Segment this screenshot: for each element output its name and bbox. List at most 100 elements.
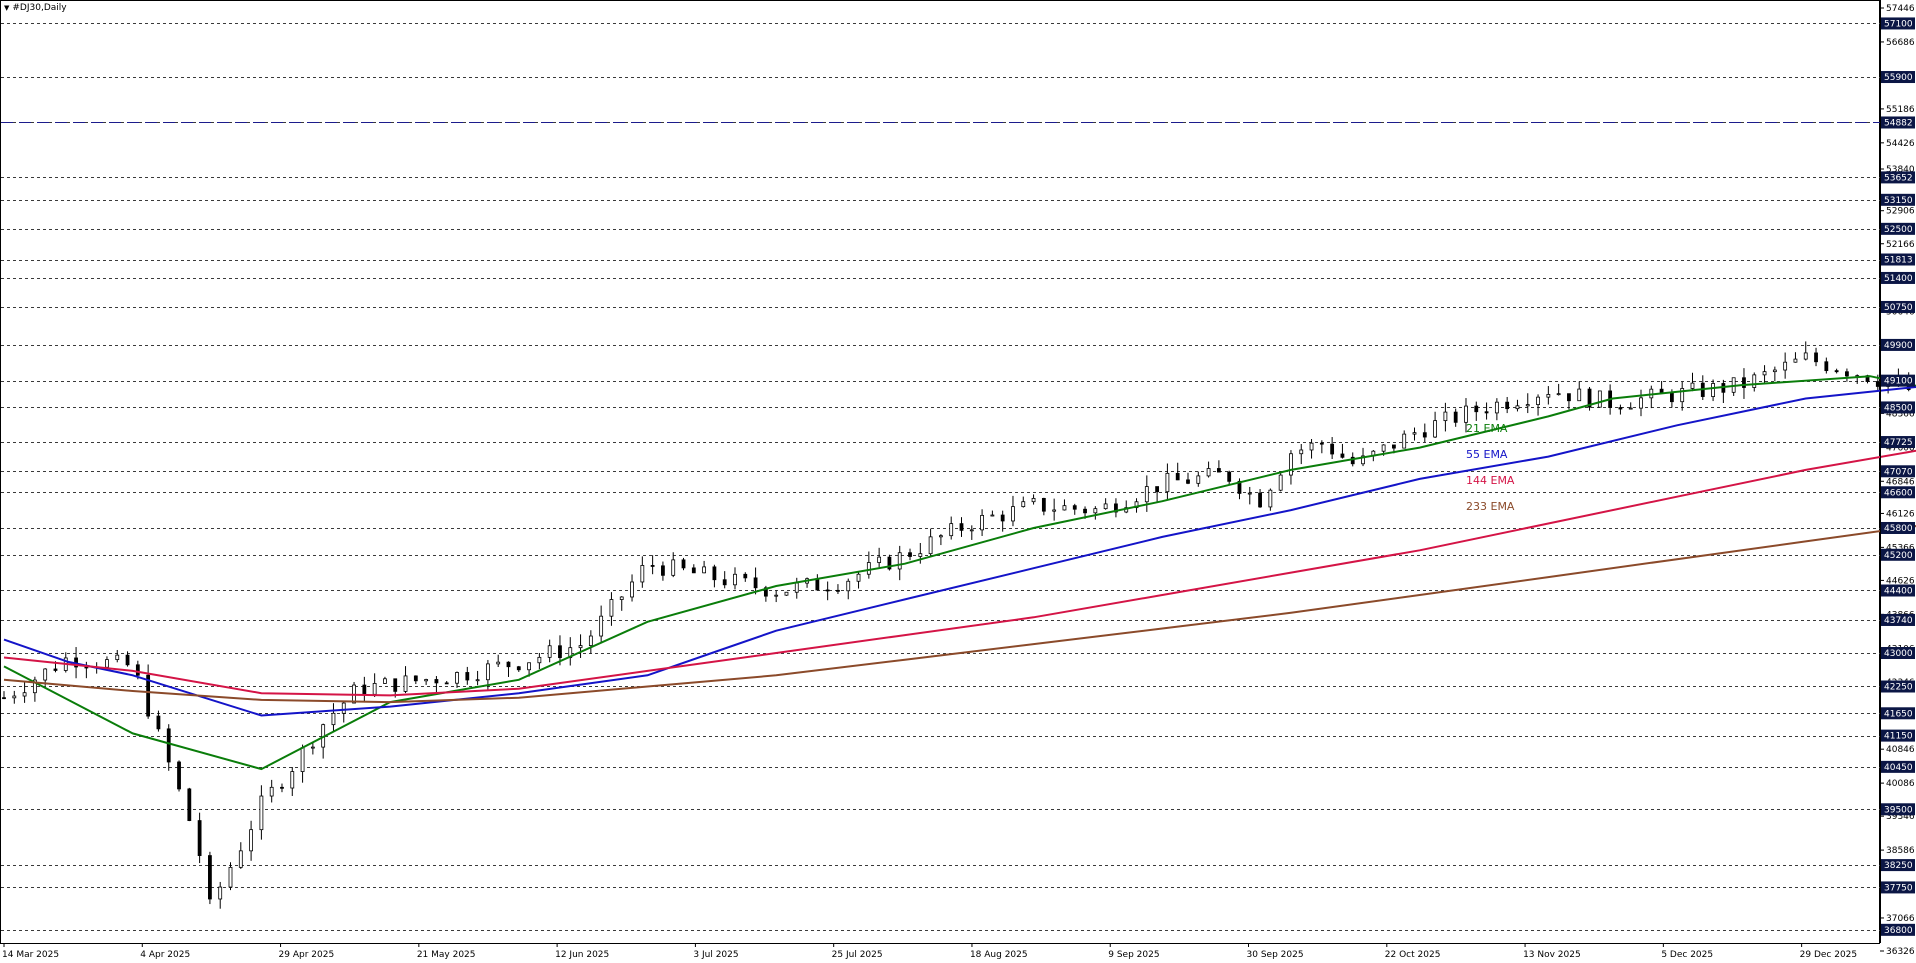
candle-body [1083,508,1087,514]
y-tick-label: 44626 [1886,576,1915,586]
triangle-down-icon[interactable]: ▼ [4,4,10,12]
candle-body [1041,497,1046,512]
candle-body [1062,505,1067,511]
candle-body [702,566,707,574]
candle-body [455,672,459,684]
candle-body [1752,374,1757,388]
candle-body [908,552,912,557]
legend-label: 144 EMA [1466,474,1515,487]
x-tick-label: 21 May 2025 [417,950,476,960]
candle-body [22,692,27,697]
level-price-box [1881,401,1915,414]
candle-body [1144,486,1149,503]
x-tick-label: 29 Apr 2025 [279,950,335,960]
candle-body [722,579,727,586]
candle-body [1309,442,1314,451]
level-price-box [1881,729,1915,742]
candle-body [1639,397,1643,409]
level-price-box [1881,521,1915,534]
level-price-label: 57100 [1884,19,1913,29]
candle-body [383,678,387,684]
candle-body [12,695,17,699]
candle-body [516,666,521,671]
level-price-label: 45800 [1884,524,1913,534]
candle-body [1525,404,1530,407]
level-price-box [1881,338,1915,351]
level-price-label: 51813 [1884,256,1913,266]
level-price-box [1881,271,1915,284]
level-price-box [1881,300,1915,313]
candle-body [310,746,315,749]
candle-body [1350,456,1355,465]
legend-label: 21 EMA [1466,422,1508,435]
candle-body [1422,432,1427,438]
level-price-label: 49100 [1884,377,1913,387]
candle-body [1299,449,1304,455]
level-price-label: 50750 [1884,303,1913,313]
y-tick-label: 53840 [1886,165,1915,175]
level-price-label: 39500 [1884,805,1913,815]
candle-body [1845,371,1849,377]
candle-body [1515,405,1520,410]
candle-body [1556,393,1561,396]
level-price-label: 51400 [1884,274,1913,284]
candle-body [506,661,511,668]
candle-body [1011,506,1015,522]
level-price-box [1881,647,1915,660]
candle-body [331,712,336,726]
candle-body [105,659,109,668]
candle-body [877,556,882,563]
candle-body [208,855,212,900]
candle-body [547,645,552,658]
candle-body [1453,411,1458,423]
candle-body [372,682,377,695]
x-tick-label: 4 Apr 2025 [140,950,190,960]
level-price-label: 41150 [1884,732,1913,742]
ema-lines [3,375,1916,771]
candle-body [1114,503,1118,513]
candle-body [2,697,6,700]
candle-body [1289,453,1293,476]
level-price-label: 46600 [1884,488,1913,498]
candle-body [146,674,151,717]
level-price-label: 49900 [1884,341,1913,351]
level-price-box [1881,923,1915,936]
candle-body [527,662,531,671]
level-price-box [1881,171,1915,184]
candle-body [846,580,851,592]
x-tick-label: 13 Nov 2025 [1523,950,1581,960]
candle-body [1783,361,1788,371]
candle-body [1093,508,1098,514]
candle-body [753,577,758,589]
candle-body [228,866,233,888]
candle-body [630,581,634,598]
level-price-box [1881,707,1915,720]
level-price-label: 47070 [1884,467,1913,477]
candle-body [115,654,120,661]
level-price-label: 47725 [1884,438,1913,448]
candle-body [794,582,799,593]
candle-body [1433,420,1437,438]
x-tick-label: 9 Sep 2025 [1108,950,1159,960]
candle-body [825,589,830,592]
x-tick-label: 25 Jul 2025 [832,950,883,960]
candle-body [959,523,964,531]
candle-body [1268,489,1273,508]
level-price-box [1881,71,1915,84]
x-tick-label: 14 Mar 2025 [2,950,59,960]
candle-body [341,702,346,714]
candle-body [1762,371,1767,376]
candle-body [1031,497,1036,503]
candle-body [712,566,717,581]
y-tick-label: 40846 [1886,745,1915,755]
y-tick-label: 46846 [1886,477,1915,487]
candle-body [650,565,655,567]
candle-body [290,771,295,789]
level-price-box [1881,116,1915,129]
candle-body [1814,352,1818,363]
level-price-box [1881,465,1915,478]
candle-body [393,678,398,692]
x-tick-label: 22 Oct 2025 [1385,950,1441,960]
candle-body [362,684,367,695]
